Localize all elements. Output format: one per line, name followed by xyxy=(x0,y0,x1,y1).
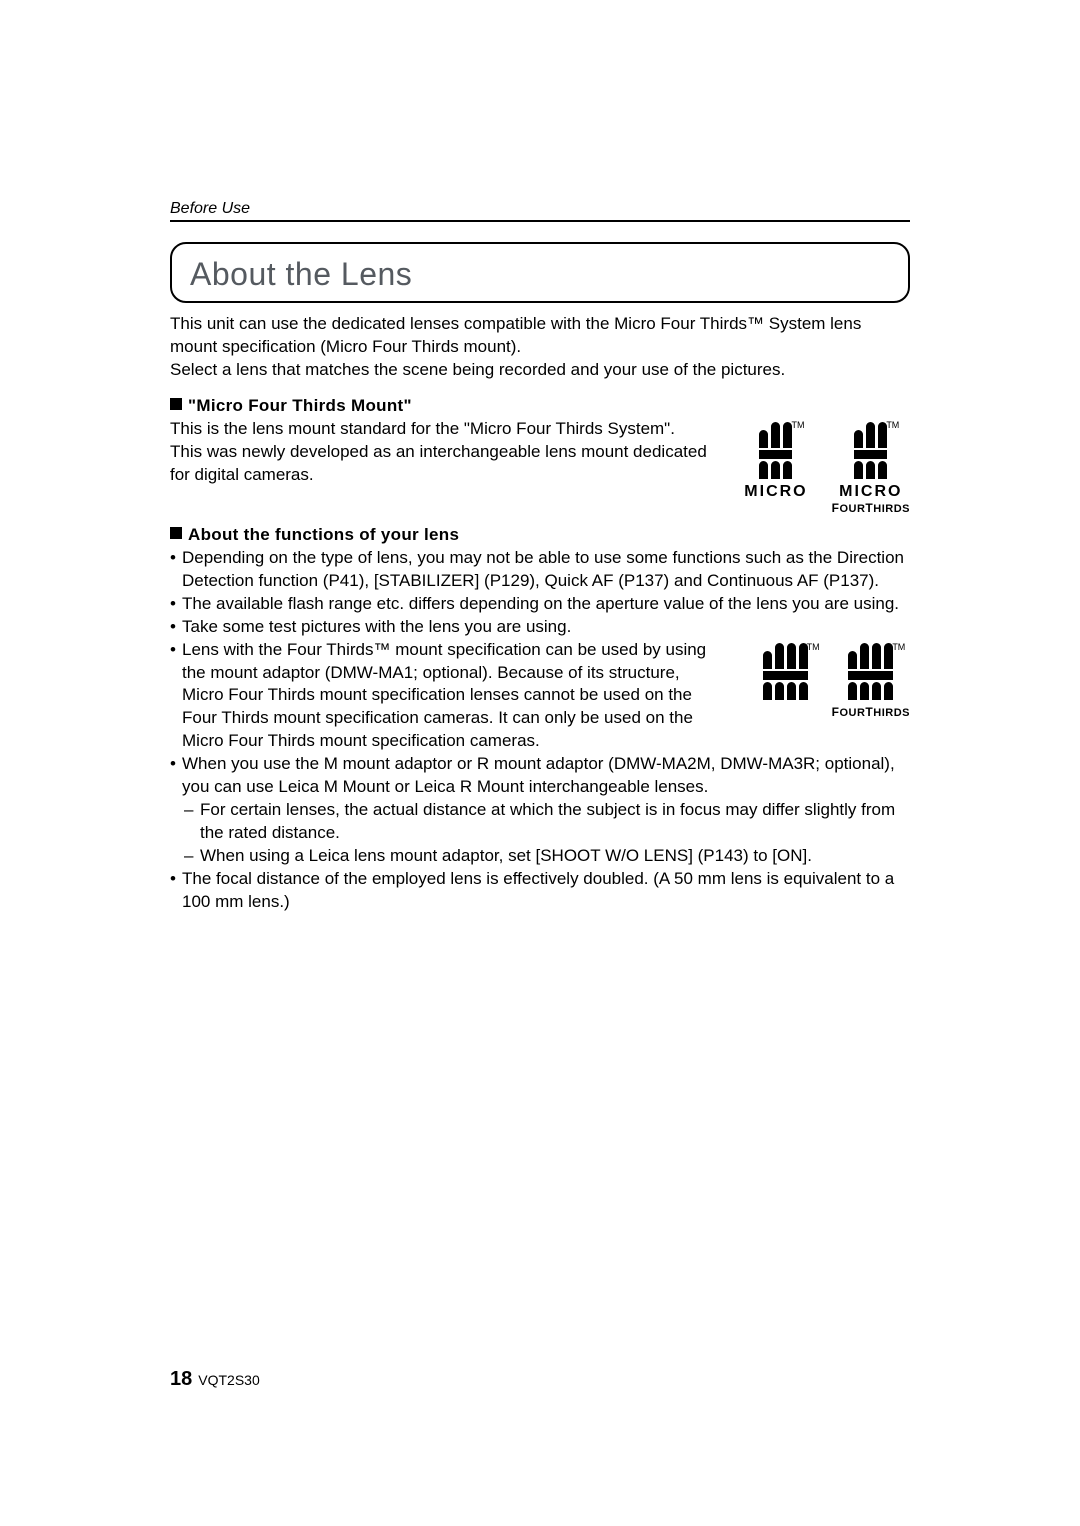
micro-label-2: MICRO xyxy=(839,483,902,501)
fourthirds-logo-labeled: TM FOURTHIRDS xyxy=(832,643,910,721)
mft-description: This is the lens mount standard for the … xyxy=(170,418,744,487)
page-footer: 18 VQT2S30 xyxy=(170,1368,260,1391)
micro-logo-glyph: TM xyxy=(759,422,792,479)
bullet-item: Depending on the type of lens, you may n… xyxy=(170,547,910,593)
intro-text: This unit can use the dedicated lenses c… xyxy=(170,313,910,382)
mft-row: This is the lens mount standard for the … xyxy=(170,418,910,515)
bullet-item: Lens with the Four Thirds™ mount specifi… xyxy=(170,639,723,754)
micro-label: MICRO xyxy=(744,483,807,501)
fourthirds-label: FOURTHIRDS xyxy=(832,501,910,515)
header-rule xyxy=(170,220,910,222)
fourthirds-logos: TM TM FOURTHIRDS xyxy=(763,639,910,721)
fourthirds-label-2: FOURTHIRDS xyxy=(832,704,910,721)
bullet-item: Take some test pictures with the lens yo… xyxy=(170,616,910,639)
micro-fourthirds-logo-glyph: TM xyxy=(854,422,887,479)
bullet-item: The available flash range etc. differs d… xyxy=(170,593,910,616)
page-title: About the Lens xyxy=(190,256,890,293)
bullet-item: The focal distance of the employed lens … xyxy=(170,868,910,914)
fourthirds-row: Lens with the Four Thirds™ mount specifi… xyxy=(170,639,910,754)
square-bullet-icon xyxy=(170,527,182,539)
subhead-mft-mount: "Micro Four Thirds Mount" xyxy=(170,396,910,416)
tm-mark: TM xyxy=(886,420,899,430)
subhead-functions-label: About the functions of your lens xyxy=(188,525,459,544)
tm-mark: TM xyxy=(807,641,820,653)
intro-line-2: Select a lens that matches the scene bei… xyxy=(170,360,785,379)
fourthirds-logo-glyph-2: TM xyxy=(848,643,893,700)
square-bullet-icon xyxy=(170,398,182,410)
subhead-functions: About the functions of your lens xyxy=(170,525,910,545)
micro-logo: TM MICRO xyxy=(744,422,807,501)
fourthirds-logo-plain: TM xyxy=(763,643,808,700)
page: Before Use About the Lens This unit can … xyxy=(0,0,1080,1526)
bullet-item: When you use the M mount adaptor or R mo… xyxy=(170,753,910,799)
title-box: About the Lens xyxy=(170,242,910,303)
subhead-mft-label: "Micro Four Thirds Mount" xyxy=(188,396,412,415)
intro-line-1: This unit can use the dedicated lenses c… xyxy=(170,314,861,356)
micro-fourthirds-logo: TM MICRO FOURTHIRDS xyxy=(832,422,910,515)
tm-mark: TM xyxy=(892,641,905,653)
fourthirds-logo-glyph: TM xyxy=(763,643,808,700)
tm-mark: TM xyxy=(791,420,804,430)
bullet-subitem: When using a Leica lens mount adaptor, s… xyxy=(170,845,910,868)
page-number: 18 xyxy=(170,1368,192,1390)
section-header: Before Use xyxy=(170,200,910,218)
bullet-list: Depending on the type of lens, you may n… xyxy=(170,547,910,914)
bullet-subitem: For certain lenses, the actual distance … xyxy=(170,799,910,845)
mft-logos: TM MICRO TM MICRO xyxy=(744,418,910,515)
doc-code: VQT2S30 xyxy=(198,1372,259,1388)
